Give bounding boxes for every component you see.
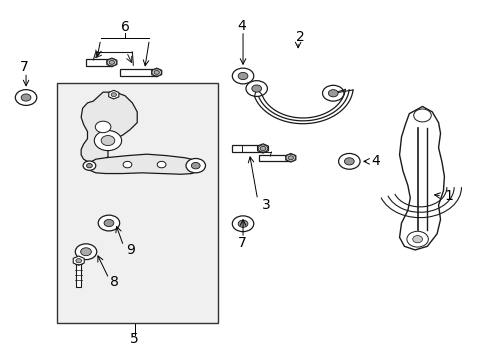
Polygon shape xyxy=(120,69,157,76)
Text: 5: 5 xyxy=(130,332,139,346)
Polygon shape xyxy=(151,68,162,77)
Polygon shape xyxy=(81,92,137,163)
Polygon shape xyxy=(232,145,263,152)
Circle shape xyxy=(75,244,97,260)
Text: 7: 7 xyxy=(20,60,28,74)
Polygon shape xyxy=(76,259,81,287)
Circle shape xyxy=(107,59,117,66)
Circle shape xyxy=(104,220,114,226)
Circle shape xyxy=(15,90,37,105)
Polygon shape xyxy=(86,59,112,66)
Circle shape xyxy=(338,153,359,169)
Text: 7: 7 xyxy=(237,236,246,250)
Text: 8: 8 xyxy=(110,275,119,289)
Circle shape xyxy=(98,215,120,231)
Circle shape xyxy=(81,248,91,256)
Circle shape xyxy=(21,94,31,101)
Circle shape xyxy=(260,147,265,150)
Circle shape xyxy=(232,216,253,231)
Circle shape xyxy=(86,163,92,168)
Polygon shape xyxy=(108,90,119,99)
Circle shape xyxy=(111,93,116,96)
Circle shape xyxy=(245,81,267,96)
Circle shape xyxy=(251,85,261,92)
Circle shape xyxy=(154,71,159,75)
Circle shape xyxy=(94,131,122,150)
Circle shape xyxy=(238,220,247,227)
Text: 4: 4 xyxy=(370,154,379,168)
Polygon shape xyxy=(86,154,199,174)
Text: 9: 9 xyxy=(126,243,135,257)
Circle shape xyxy=(285,154,295,161)
Circle shape xyxy=(191,162,200,169)
Circle shape xyxy=(123,161,132,168)
Polygon shape xyxy=(399,107,444,250)
Circle shape xyxy=(95,121,111,133)
Circle shape xyxy=(83,161,96,170)
Text: 1: 1 xyxy=(444,189,452,203)
Polygon shape xyxy=(257,144,268,153)
Circle shape xyxy=(185,158,205,173)
Circle shape xyxy=(344,158,353,165)
Text: 4: 4 xyxy=(237,19,246,33)
Circle shape xyxy=(157,161,165,168)
Text: 2: 2 xyxy=(296,30,305,44)
Circle shape xyxy=(413,109,430,122)
Bar xyxy=(57,83,217,323)
Circle shape xyxy=(412,235,422,243)
Circle shape xyxy=(76,258,81,263)
Text: 6: 6 xyxy=(121,19,129,33)
Circle shape xyxy=(287,156,293,160)
Circle shape xyxy=(232,68,253,84)
Polygon shape xyxy=(73,256,84,265)
Polygon shape xyxy=(106,58,117,67)
Text: 3: 3 xyxy=(262,198,270,212)
Circle shape xyxy=(101,135,115,145)
Circle shape xyxy=(109,60,114,64)
Circle shape xyxy=(328,90,337,97)
Polygon shape xyxy=(259,154,290,161)
Circle shape xyxy=(238,72,247,80)
Circle shape xyxy=(406,231,427,247)
Polygon shape xyxy=(285,153,295,162)
Circle shape xyxy=(152,69,161,76)
Circle shape xyxy=(322,85,343,101)
Circle shape xyxy=(258,145,267,152)
